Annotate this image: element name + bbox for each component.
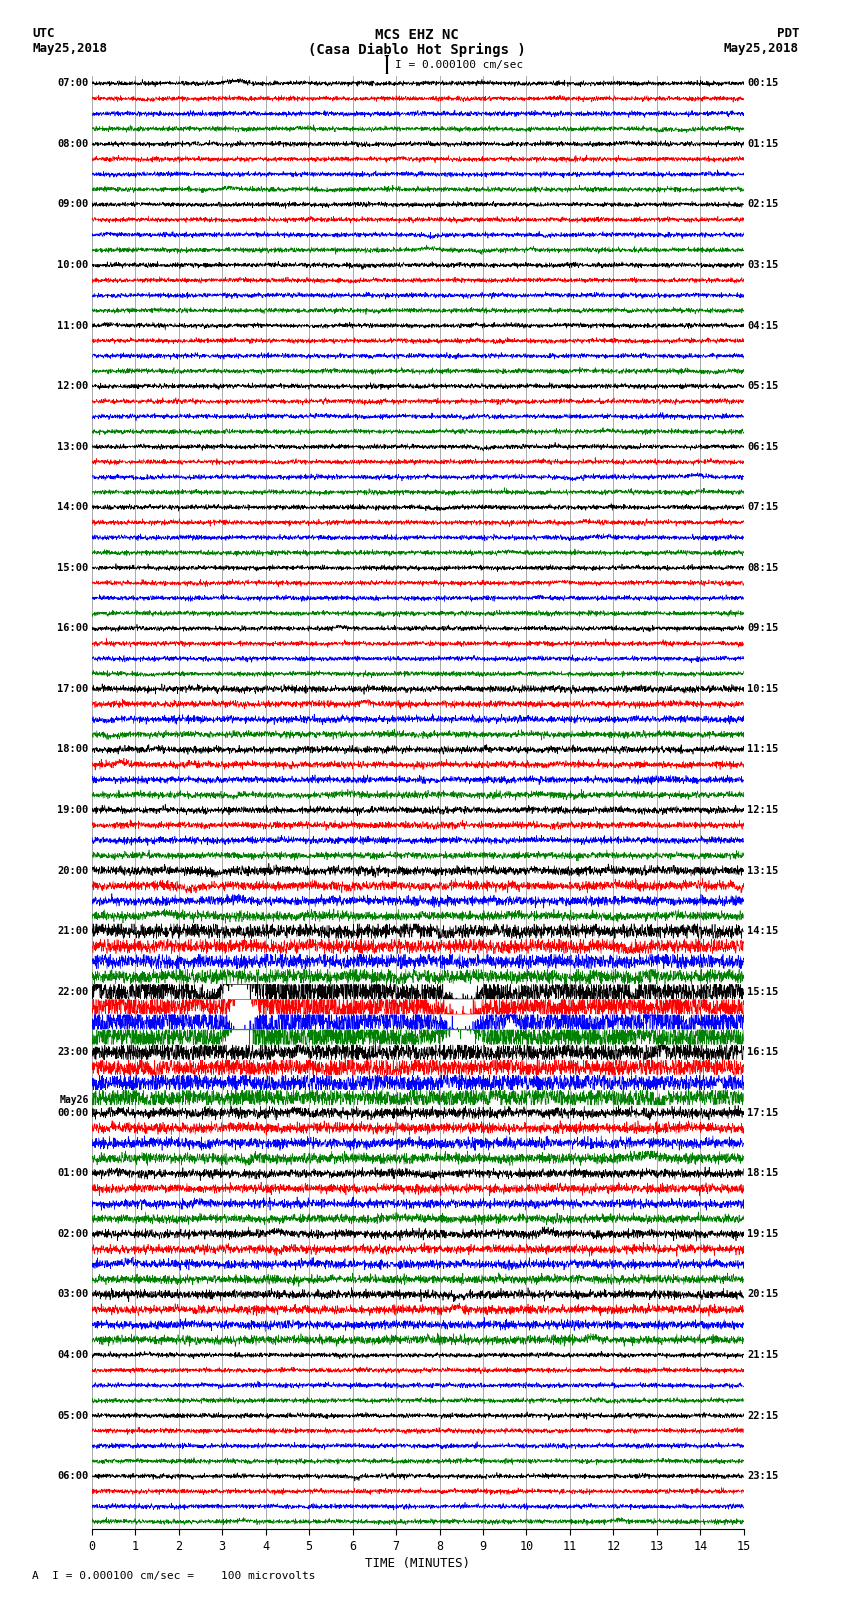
Text: 10:15: 10:15 — [747, 684, 779, 694]
Text: 12:00: 12:00 — [57, 381, 88, 392]
Text: 01:15: 01:15 — [747, 139, 779, 148]
Text: 14:15: 14:15 — [747, 926, 779, 936]
Text: MCS EHZ NC: MCS EHZ NC — [375, 29, 458, 42]
Text: May26: May26 — [60, 1095, 88, 1105]
Text: PDT: PDT — [777, 27, 799, 40]
Text: May25,2018: May25,2018 — [32, 42, 107, 55]
Text: 15:15: 15:15 — [747, 987, 779, 997]
X-axis label: TIME (MINUTES): TIME (MINUTES) — [366, 1557, 470, 1569]
Text: 20:15: 20:15 — [747, 1289, 779, 1300]
Text: 16:00: 16:00 — [57, 623, 88, 634]
Text: 04:00: 04:00 — [57, 1350, 88, 1360]
Text: 06:15: 06:15 — [747, 442, 779, 452]
Text: 08:15: 08:15 — [747, 563, 779, 573]
Text: 14:00: 14:00 — [57, 502, 88, 513]
Text: 11:00: 11:00 — [57, 321, 88, 331]
Text: 05:00: 05:00 — [57, 1411, 88, 1421]
Text: 13:15: 13:15 — [747, 866, 779, 876]
Text: 07:00: 07:00 — [57, 79, 88, 89]
Text: 16:15: 16:15 — [747, 1047, 779, 1057]
Text: 04:15: 04:15 — [747, 321, 779, 331]
Text: 18:15: 18:15 — [747, 1168, 779, 1179]
Text: 09:15: 09:15 — [747, 623, 779, 634]
Text: 02:00: 02:00 — [57, 1229, 88, 1239]
Text: 20:00: 20:00 — [57, 866, 88, 876]
Text: 21:15: 21:15 — [747, 1350, 779, 1360]
Text: 15:00: 15:00 — [57, 563, 88, 573]
Text: 22:15: 22:15 — [747, 1411, 779, 1421]
Text: 18:00: 18:00 — [57, 745, 88, 755]
Text: 13:00: 13:00 — [57, 442, 88, 452]
Text: 02:15: 02:15 — [747, 200, 779, 210]
Text: (Casa Diablo Hot Springs ): (Casa Diablo Hot Springs ) — [308, 44, 525, 56]
Text: 21:00: 21:00 — [57, 926, 88, 936]
Text: 22:00: 22:00 — [57, 987, 88, 997]
Text: 11:15: 11:15 — [747, 745, 779, 755]
Text: 23:00: 23:00 — [57, 1047, 88, 1057]
Text: 03:00: 03:00 — [57, 1289, 88, 1300]
Text: 03:15: 03:15 — [747, 260, 779, 269]
Text: I = 0.000100 cm/sec: I = 0.000100 cm/sec — [395, 60, 524, 69]
Text: 23:15: 23:15 — [747, 1471, 779, 1481]
Text: 10:00: 10:00 — [57, 260, 88, 269]
Text: 05:15: 05:15 — [747, 381, 779, 392]
Text: 00:15: 00:15 — [747, 79, 779, 89]
Text: 19:00: 19:00 — [57, 805, 88, 815]
Text: May25,2018: May25,2018 — [724, 42, 799, 55]
Text: 06:00: 06:00 — [57, 1471, 88, 1481]
Text: 07:15: 07:15 — [747, 502, 779, 513]
Text: 17:15: 17:15 — [747, 1108, 779, 1118]
Text: 12:15: 12:15 — [747, 805, 779, 815]
Text: A  I = 0.000100 cm/sec =    100 microvolts: A I = 0.000100 cm/sec = 100 microvolts — [32, 1571, 316, 1581]
Text: UTC: UTC — [32, 27, 54, 40]
Text: 17:00: 17:00 — [57, 684, 88, 694]
Text: 19:15: 19:15 — [747, 1229, 779, 1239]
Text: 09:00: 09:00 — [57, 200, 88, 210]
Text: 08:00: 08:00 — [57, 139, 88, 148]
Text: 01:00: 01:00 — [57, 1168, 88, 1179]
Text: 00:00: 00:00 — [57, 1108, 88, 1118]
